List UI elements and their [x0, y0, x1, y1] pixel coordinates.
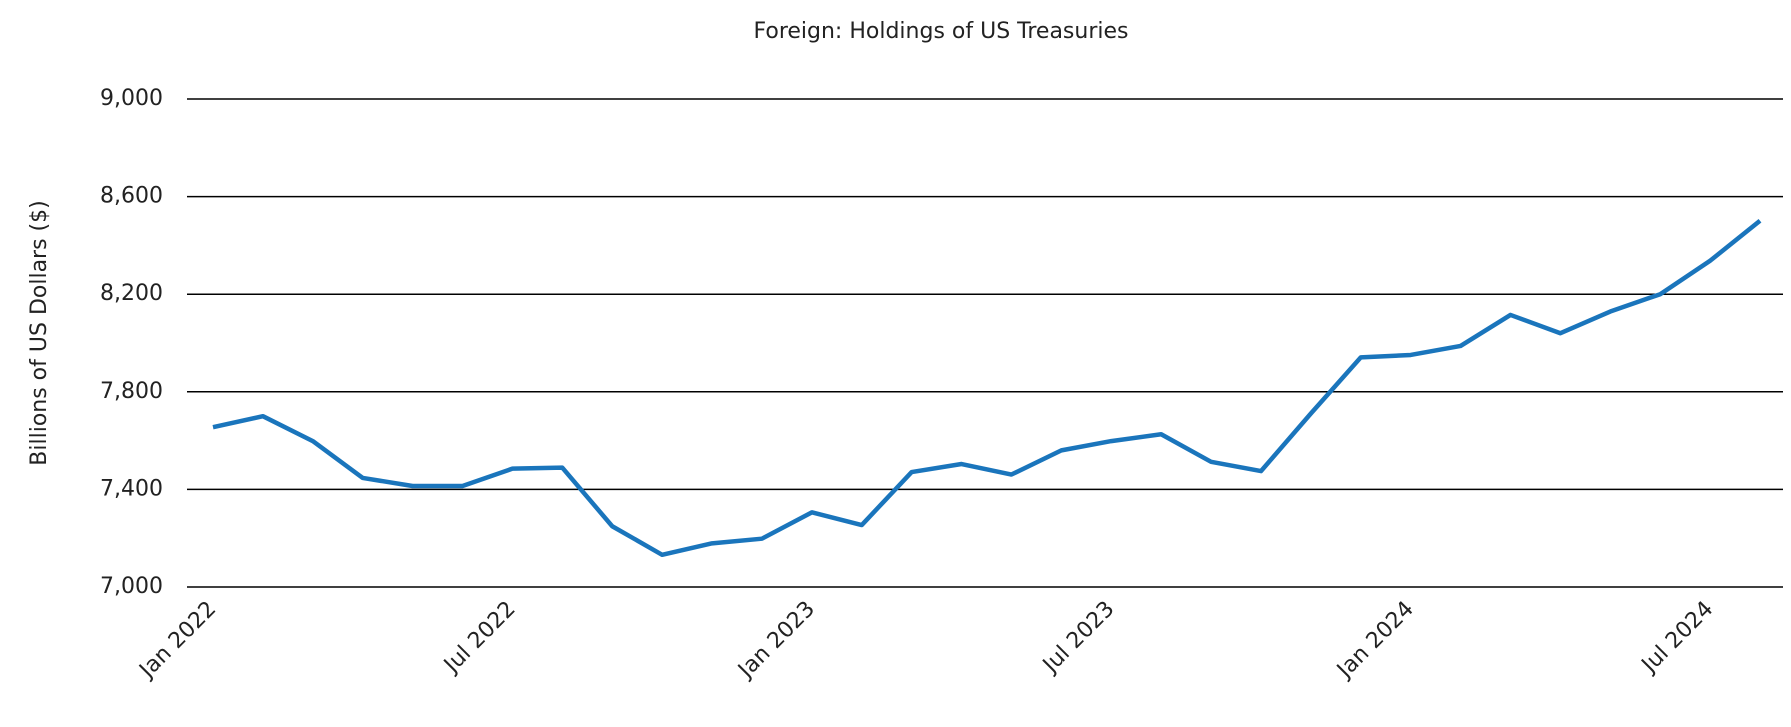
x-tick-label: Jul 2023: [1037, 597, 1119, 679]
x-tick-label: Jan 2023: [732, 597, 820, 685]
y-tick-label: 7,800: [100, 379, 163, 404]
x-tick-label: Jan 2022: [134, 597, 222, 685]
y-tick-label: 8,600: [100, 184, 163, 209]
x-tick-label: Jul 2022: [438, 597, 520, 679]
x-tick-label: Jul 2024: [1636, 597, 1718, 679]
y-tick-label: 7,000: [100, 574, 163, 599]
x-tick-label: Jan 2024: [1331, 597, 1419, 685]
y-tick-label: 9,000: [100, 86, 163, 111]
y-tick-label: 8,200: [100, 281, 163, 306]
y-axis-label: Billions of US Dollars ($): [27, 200, 52, 465]
y-tick-label: 7,400: [100, 476, 163, 501]
chart-title: Foreign: Holdings of US Treasuries: [753, 19, 1128, 44]
data-line: [212, 219, 1762, 558]
